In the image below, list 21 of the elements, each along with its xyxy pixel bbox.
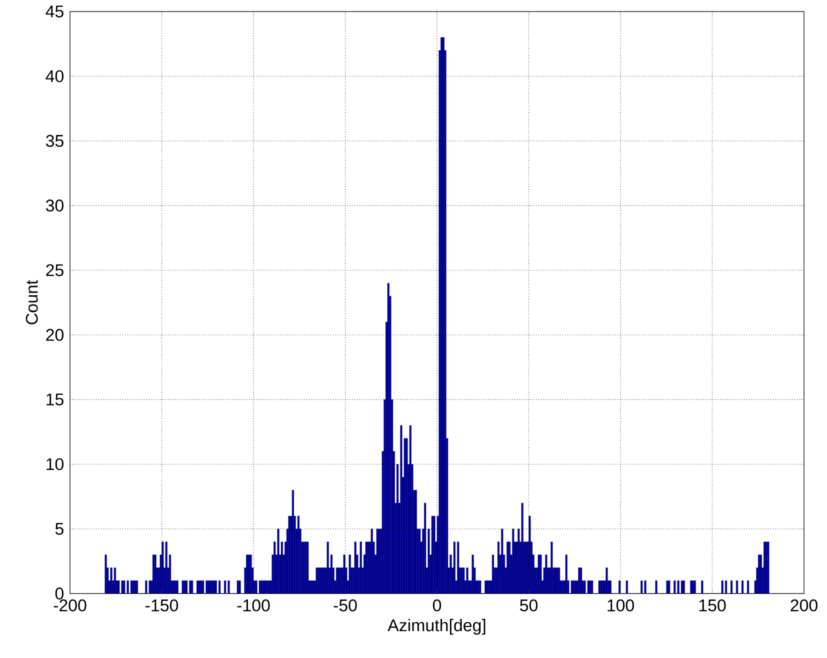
y-tick-label: 15 <box>46 394 64 406</box>
y-tick-label: 45 <box>46 6 64 18</box>
y-axis-title: Count <box>26 280 38 325</box>
y-tick-label: 30 <box>46 200 64 212</box>
x-tick-label: 0 <box>432 600 442 612</box>
x-axis-title: Azimuth[deg] <box>388 619 486 635</box>
y-tick-label: 10 <box>46 458 64 470</box>
x-tick-label: -200 <box>54 600 86 612</box>
y-tick-label: 40 <box>46 70 64 82</box>
y-tick-label: 0 <box>55 588 64 600</box>
x-tick-label: -150 <box>146 600 178 612</box>
x-tick-label: 200 <box>790 600 818 612</box>
x-tick-label: -100 <box>237 600 270 612</box>
y-tick-label: 5 <box>55 523 64 536</box>
x-tick-label: 150 <box>699 600 726 612</box>
y-tick-label: 35 <box>46 135 64 148</box>
x-tick-label: 100 <box>608 600 634 612</box>
y-tick-label: 25 <box>46 264 64 276</box>
x-tick-label: -50 <box>334 600 357 612</box>
y-tick-label: 20 <box>46 329 64 342</box>
x-tick-label: 50 <box>520 600 538 612</box>
